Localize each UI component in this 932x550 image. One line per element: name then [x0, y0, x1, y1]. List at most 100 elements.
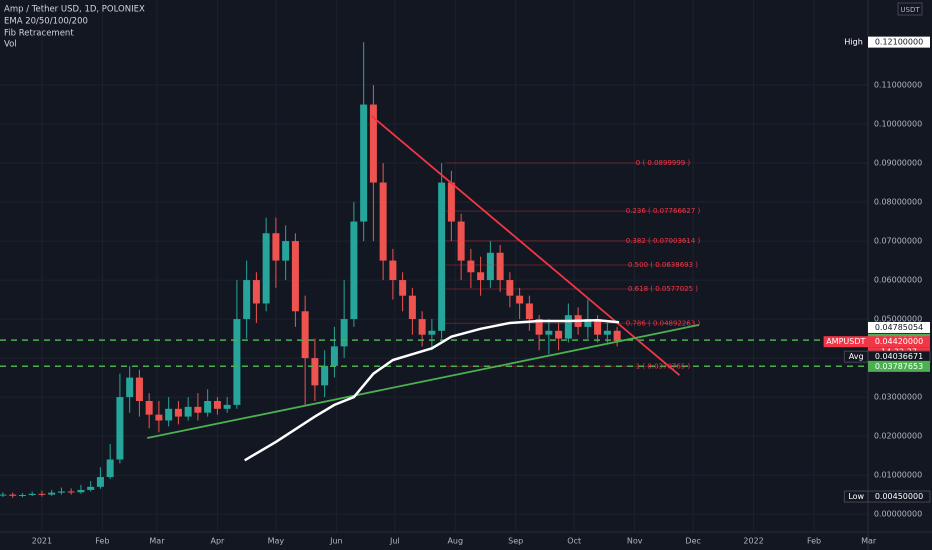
candle-body — [545, 330, 553, 335]
chart-title: Amp / Tether USD, 1D, POLONIEX — [4, 5, 145, 15]
candle-body — [262, 233, 270, 304]
candle-body — [291, 241, 299, 312]
price-name-box — [843, 490, 869, 503]
currency-box[interactable] — [897, 2, 923, 16]
y-tick-label: 0.07000000 — [874, 237, 922, 246]
x-tick-label: Apr — [210, 537, 225, 546]
candle-body — [603, 330, 611, 335]
candle-body — [243, 280, 251, 320]
candle-body — [438, 182, 446, 331]
candle-body — [447, 182, 455, 222]
candle-body — [252, 280, 260, 304]
candle-body — [116, 397, 124, 460]
candle-body — [467, 260, 475, 273]
candle-body — [428, 330, 436, 335]
marks — [0, 42, 868, 498]
candle-body — [516, 295, 524, 304]
price-name-box — [823, 336, 868, 348]
grid — [0, 0, 870, 532]
price-name: High — [844, 38, 862, 47]
fib-label: 0.500 ( 0.0638693 ) — [628, 261, 698, 269]
candle-body — [213, 400, 221, 409]
y-tick-label: 0.10000000 — [874, 120, 922, 129]
y-tick-label: 0.03000000 — [874, 393, 922, 402]
x-tick-label: Jul — [389, 537, 400, 546]
price-label: 0.12100000 — [875, 38, 923, 47]
x-tick-label: Mar — [149, 537, 165, 546]
candle-body — [67, 491, 75, 493]
y-tick-label: 0.05000000 — [874, 315, 922, 324]
x-tick-label: Feb — [807, 537, 821, 546]
candle-body — [379, 182, 387, 261]
candle-body — [48, 492, 56, 495]
price-label-box — [868, 321, 930, 333]
y-tick-label: 0.09000000 — [874, 159, 922, 168]
candle-body — [389, 260, 397, 281]
candle-body — [321, 365, 329, 386]
candle-body — [233, 319, 241, 405]
x-tick-label: Aug — [447, 537, 463, 546]
candle-body — [194, 406, 202, 413]
x-tick-label: 2022 — [743, 537, 763, 546]
candle-body — [165, 408, 173, 421]
candle-body — [613, 330, 621, 341]
candle-body — [496, 252, 504, 281]
fib-label: 0.618 ( 0.0577025 ) — [628, 285, 698, 293]
y-tick-label: 0.08000000 — [874, 198, 922, 207]
candle-body — [418, 319, 426, 335]
candle-body — [126, 377, 134, 398]
indicator: Vol — [4, 40, 17, 50]
candle-body — [486, 252, 494, 281]
fib-label: 0 ( 0.0899999 ) — [636, 159, 691, 167]
indicator: Fib Retracement — [4, 29, 74, 39]
ema-line — [244, 318, 620, 462]
fib-label: 1 ( 0.0378765 ) — [636, 362, 691, 370]
indicator: EMA 20/50/100/200 — [4, 17, 88, 27]
candle-body — [145, 400, 153, 415]
candle-body — [77, 489, 85, 493]
candle-body — [0, 494, 7, 496]
candle-body — [223, 404, 231, 409]
y-tick-label: 0.00000000 — [874, 510, 922, 519]
candle-body — [564, 315, 572, 339]
price-label: 0.04785054 — [875, 323, 923, 332]
price-label-box — [868, 360, 930, 372]
candle-body — [535, 319, 543, 335]
candle-body — [204, 400, 212, 413]
x-tick-label: Feb — [95, 537, 109, 546]
candle-body — [174, 408, 182, 417]
candle-body — [311, 358, 319, 386]
price-name: Low — [848, 492, 864, 501]
trendline — [370, 115, 681, 376]
x-tick-label: Jun — [329, 537, 343, 546]
y-tick-label: 0.06000000 — [874, 276, 922, 285]
candle-body — [340, 319, 348, 347]
x-tick-label: May — [268, 537, 285, 546]
candle-body — [184, 406, 192, 417]
candle-body — [330, 346, 338, 366]
price-name-box — [839, 36, 868, 48]
fib-label: 0.786 ( 0.04892263 ) — [626, 319, 701, 327]
candle-body — [106, 459, 114, 478]
candle-body — [38, 493, 46, 495]
candle-body — [96, 477, 104, 487]
candle-body — [369, 104, 377, 183]
candle-body — [9, 494, 17, 496]
price-name-box — [843, 350, 869, 363]
trendline — [147, 324, 700, 439]
candle-body — [506, 280, 514, 296]
price-name: AMPUSDT — [826, 337, 865, 346]
x-tick-label: Sep — [508, 537, 523, 546]
y-tick-label: 0.02000000 — [874, 432, 922, 441]
candle-body — [584, 319, 592, 327]
price-label: 0.00450000 — [875, 492, 923, 501]
fib-label: 0.382 ( 0.07003614 ) — [626, 237, 701, 245]
candle-body — [360, 104, 368, 222]
x-tick-label: Mar — [861, 537, 877, 546]
candle-body — [282, 241, 290, 261]
price-label: 0.04420000 — [875, 337, 923, 346]
x-tick-label: Dec — [685, 537, 700, 546]
currency[interactable]: USDT — [900, 6, 920, 14]
